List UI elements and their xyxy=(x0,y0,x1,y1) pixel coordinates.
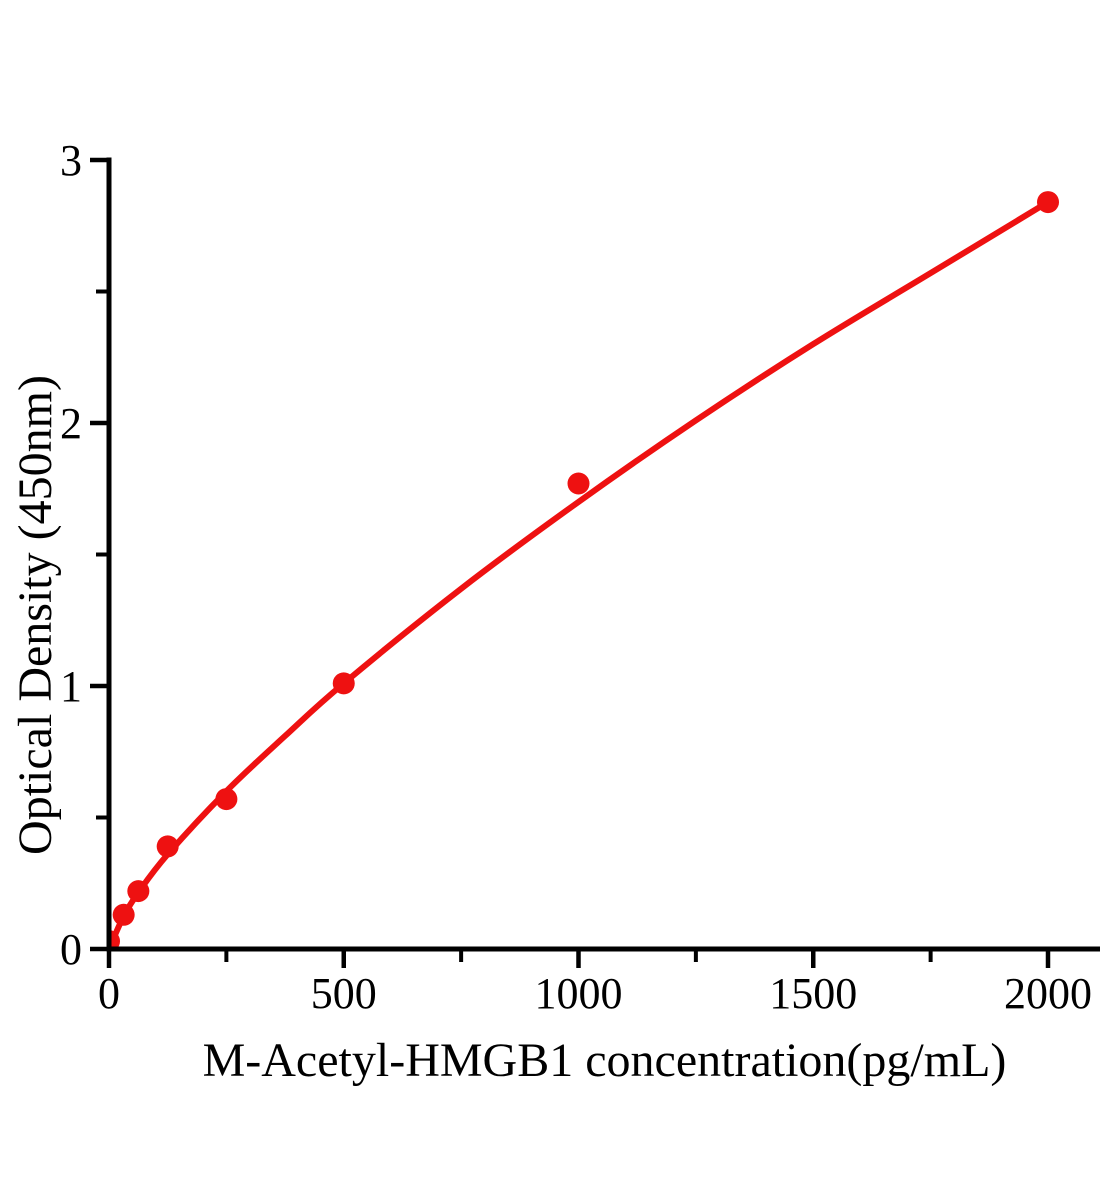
data-point-marker xyxy=(332,672,355,695)
x-tick-label: 1000 xyxy=(535,969,623,1018)
y-tick-label: 3 xyxy=(60,136,82,185)
x-tick-label: 0 xyxy=(98,969,120,1018)
data-point-marker xyxy=(111,930,120,947)
x-tick-label: 500 xyxy=(311,969,377,1018)
data-point-marker xyxy=(112,903,135,926)
y-tick-label: 2 xyxy=(60,399,82,448)
data-layer xyxy=(111,191,1059,947)
data-point-marker xyxy=(127,880,150,903)
data-point-marker xyxy=(1037,191,1059,214)
y-tick-label: 0 xyxy=(60,925,82,974)
data-point-marker xyxy=(215,788,238,811)
x-tick-label: 2000 xyxy=(1004,969,1092,1018)
x-axis-title: M-Acetyl-HMGB1 concentration(pg/mL) xyxy=(202,1034,1007,1087)
y-axis-title: Optical Density (450nm) xyxy=(9,375,62,855)
y-tick-label: 1 xyxy=(60,662,82,711)
x-tick-label: 1500 xyxy=(769,969,857,1018)
data-point-marker xyxy=(156,835,179,858)
data-point-marker xyxy=(567,472,590,495)
standard-curve-line xyxy=(111,199,1051,947)
